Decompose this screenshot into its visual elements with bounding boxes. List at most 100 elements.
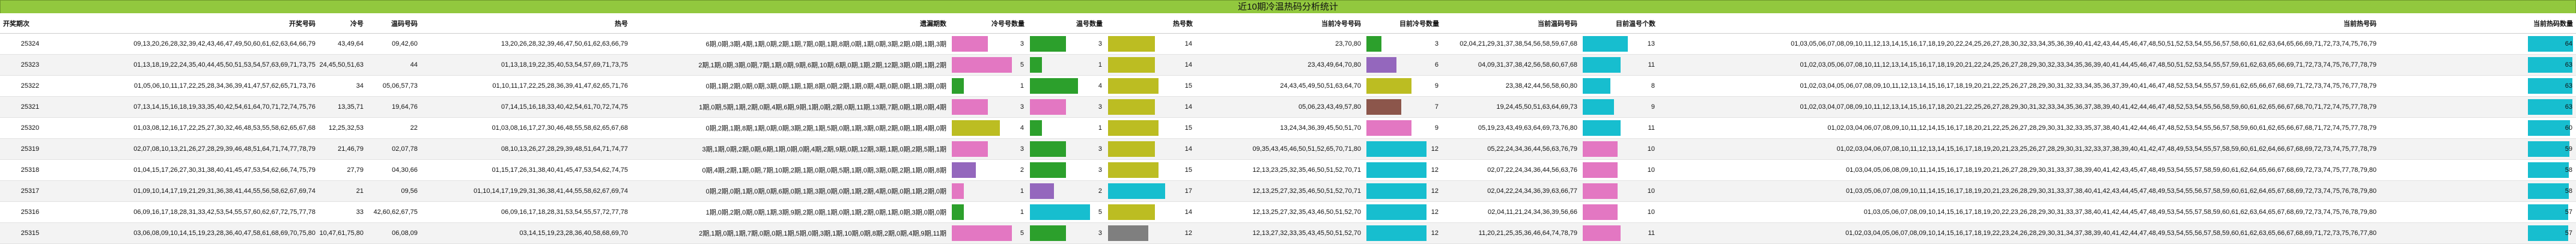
count-label: 1	[1020, 188, 1024, 195]
number-list: 23,43,49,64,70,80	[1196, 55, 1364, 76]
number-list: 07,14,15,16,18,33,40,42,54,61,70,72,74,7…	[421, 97, 631, 118]
bar-cell: 9	[1364, 118, 1442, 139]
data-bar	[952, 99, 988, 115]
data-bar	[1030, 225, 1066, 241]
count-label: 5	[1020, 61, 1024, 69]
number-list: 34	[318, 76, 367, 97]
data-bar	[1583, 162, 1618, 178]
bar-cell: 6	[1364, 55, 1442, 76]
number-list: 01,02,03,04,07,08,09,10,11,12,13,14,15,1…	[1658, 97, 2380, 118]
count-label: 14	[1184, 40, 1192, 47]
count-label: 14	[1184, 103, 1192, 111]
table-title: 近10期冷温热码分析统计	[0, 0, 2576, 14]
bar-cell: 3	[949, 139, 1028, 160]
number-list: 0期,1期,2期,0期,0期,3期,0期,1期,1期,8期,0期,2期,1期,0…	[631, 76, 949, 97]
number-list: 04,30,66	[367, 160, 421, 181]
data-bar	[1030, 120, 1042, 136]
number-list: 01,13,18,19,22,24,35,40,44,45,50,51,53,5…	[60, 55, 318, 76]
number-list: 01,10,11,17,22,25,28,36,39,41,47,62,65,7…	[421, 76, 631, 97]
data-bar	[1030, 141, 1066, 157]
bar-cell: 2	[949, 160, 1028, 181]
count-label: 60	[2565, 124, 2572, 132]
data-bar	[952, 36, 988, 52]
data-bar	[2528, 57, 2572, 73]
number-list: 2期,1期,0期,1期,7期,0期,0期,1期,5期,0期,3期,1期,10期,…	[631, 223, 949, 244]
bar-cell: 17	[1106, 181, 1196, 202]
bar-cell: 1	[949, 181, 1028, 202]
number-list: 23,38,42,44,56,58,60,80	[1442, 76, 1580, 97]
bar-cell: 12	[1364, 181, 1442, 202]
data-bar	[2528, 120, 2571, 136]
count-label: 9	[1434, 124, 1439, 132]
number-list: 01,04,15,17,26,27,30,31,38,40,41,45,47,5…	[60, 160, 318, 181]
number-list: 04,09,31,37,38,42,56,58,60,67,68	[1442, 55, 1580, 76]
issue-cell: 25317	[0, 181, 60, 202]
number-list: 0期,2期,1期,8期,1期,0期,0期,3期,2期,1期,5期,0期,1期,3…	[631, 118, 949, 139]
number-list: 12,13,23,25,32,35,46,50,51,52,70,71	[1196, 160, 1364, 181]
number-list: 01,10,14,17,19,29,31,36,38,41,44,55,58,6…	[421, 181, 631, 202]
column-header: 目前冷号数量	[1364, 13, 1442, 34]
count-label: 3	[1020, 145, 1024, 153]
data-bar	[1030, 36, 1066, 52]
number-list: 02,07,78	[367, 139, 421, 160]
number-list: 12,13,25,27,32,35,46,50,51,52,70,71	[1196, 181, 1364, 202]
bar-cell: 12	[1106, 223, 1196, 244]
data-bar	[1583, 120, 1621, 136]
bar-cell: 3	[1028, 223, 1106, 244]
bar-cell: 5	[1028, 202, 1106, 223]
bar-cell: 3	[1028, 97, 1106, 118]
count-label: 12	[1184, 230, 1192, 237]
issue-cell: 25318	[0, 160, 60, 181]
bar-cell: 4	[1028, 76, 1106, 97]
number-list: 23,70,80	[1196, 34, 1364, 55]
bar-cell: 3	[1028, 139, 1106, 160]
data-bar	[952, 120, 1000, 136]
count-label: 9	[1434, 82, 1439, 90]
bar-cell: 2	[1028, 181, 1106, 202]
number-list: 01,03,05,06,07,08,09,10,11,12,13,14,15,1…	[1658, 34, 2380, 55]
issue-cell: 25322	[0, 76, 60, 97]
data-bar	[952, 183, 964, 199]
column-header: 当前热码数量	[2380, 13, 2576, 34]
bar-cell: 1	[949, 202, 1028, 223]
data-bar	[1583, 204, 1618, 220]
issue-cell: 25320	[0, 118, 60, 139]
number-list: 24,43,45,49,50,51,63,64,70	[1196, 76, 1364, 97]
number-list: 02,04,22,24,34,36,39,63,66,77	[1442, 181, 1580, 202]
issue-cell: 25315	[0, 223, 60, 244]
bar-cell: 58	[2380, 160, 2576, 181]
count-label: 64	[2565, 40, 2572, 47]
number-list: 0期,2期,0期,1期,0期,0期,6期,0期,1期,3期,0期,0期,1期,2…	[631, 181, 949, 202]
bar-cell: 10	[1580, 202, 1658, 223]
number-list: 43,49,64	[318, 34, 367, 55]
column-header: 温号数量	[1028, 13, 1106, 34]
count-label: 1	[1098, 61, 1102, 69]
data-bar	[952, 162, 976, 178]
data-bar	[1366, 99, 1402, 115]
bar-cell: 58	[2380, 181, 2576, 202]
number-list: 24,45,50,51,63	[318, 55, 367, 76]
number-list: 42,60,62,67,75	[367, 202, 421, 223]
number-list: 13,35,71	[318, 97, 367, 118]
number-list: 01,02,03,04,05,06,07,08,09,10,14,15,16,1…	[1658, 223, 2380, 244]
number-list: 01,03,08,16,17,27,30,46,48,55,58,62,65,6…	[421, 118, 631, 139]
number-list: 12,25,32,53	[318, 118, 367, 139]
number-list: 13,20,26,28,32,39,46,47,50,61,62,63,66,7…	[421, 34, 631, 55]
number-list: 10,47,61,75,80	[318, 223, 367, 244]
number-list: 27,79	[318, 160, 367, 181]
number-list: 05,06,23,43,49,57,80	[1196, 97, 1364, 118]
data-bar	[2528, 183, 2569, 199]
count-label: 12	[1431, 188, 1439, 195]
column-header: 目前温号个数	[1580, 13, 1658, 34]
count-label: 11	[1648, 230, 1655, 237]
bar-cell: 9	[1580, 97, 1658, 118]
data-bar	[1583, 183, 1618, 199]
data-bar	[1366, 141, 1427, 157]
count-label: 2	[1098, 188, 1102, 195]
count-label: 4	[1098, 82, 1102, 90]
data-bar	[2528, 141, 2570, 157]
data-bar	[1108, 36, 1156, 52]
bar-cell: 5	[949, 55, 1028, 76]
data-bar	[1583, 99, 1614, 115]
column-header: 遗漏期数	[631, 13, 949, 34]
